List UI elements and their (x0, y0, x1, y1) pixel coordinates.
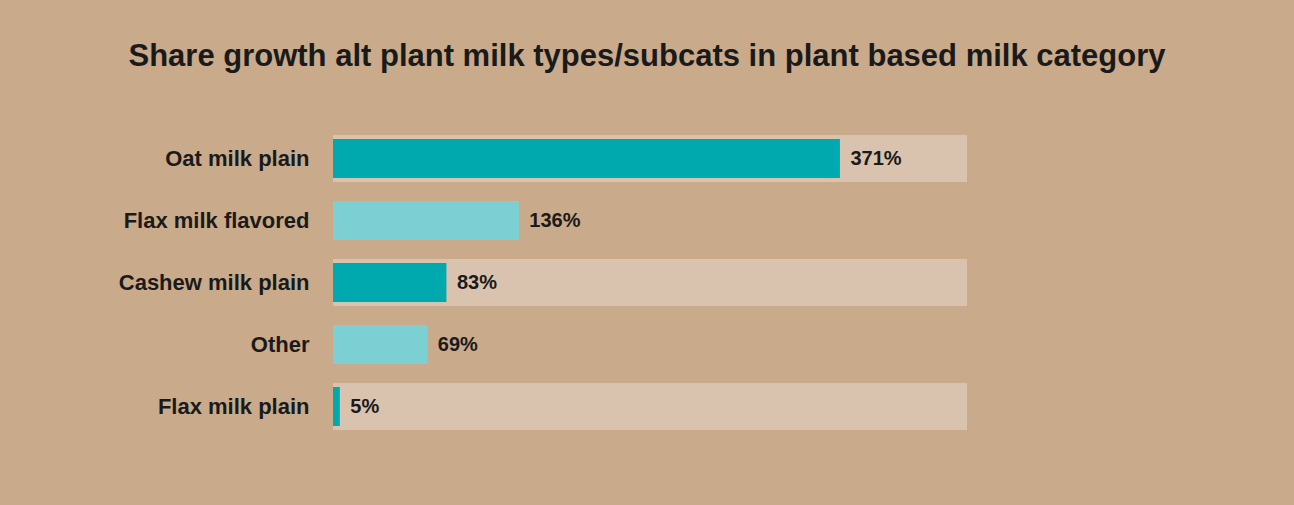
svg-text:136%: 136% (529, 209, 580, 231)
svg-text:5%: 5% (350, 395, 379, 417)
svg-text:Flax milk plain: Flax milk plain (158, 394, 310, 419)
html-text:Share growth alt plant milk ty: Share growth alt plant milk types/subcat… (128, 38, 1166, 73)
svg-text:371%: 371% (850, 147, 901, 169)
svg-text:69%: 69% (438, 333, 478, 355)
svg-text:Oat milk plain: Oat milk plain (165, 146, 309, 171)
svg-text:Other: Other (251, 332, 310, 357)
svg-text:Cashew milk plain: Cashew milk plain (119, 270, 310, 295)
svg-text:Flax milk flavored: Flax milk flavored (124, 208, 310, 233)
svg-text:83%: 83% (457, 271, 497, 293)
